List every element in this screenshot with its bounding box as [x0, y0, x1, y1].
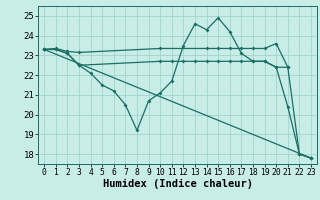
X-axis label: Humidex (Indice chaleur): Humidex (Indice chaleur) — [103, 179, 252, 189]
